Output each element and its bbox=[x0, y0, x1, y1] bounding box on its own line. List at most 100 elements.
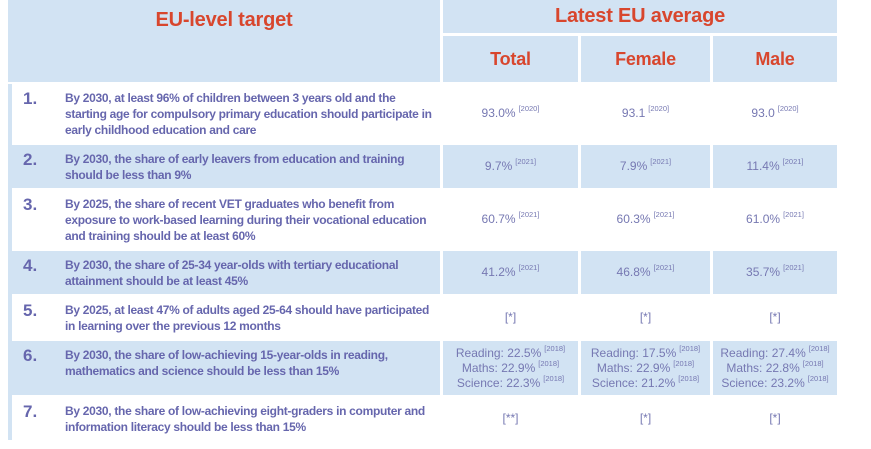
column-divider bbox=[440, 190, 443, 249]
year-superscript: [2021] bbox=[653, 210, 675, 219]
year-superscript: [2020] bbox=[518, 104, 540, 113]
column-divider bbox=[578, 397, 581, 440]
column-divider bbox=[440, 397, 443, 440]
year-superscript: [2021] bbox=[783, 263, 804, 272]
year-superscript: [2020] bbox=[648, 104, 670, 113]
target-description: By 2025, at least 47% of adults aged 25-… bbox=[57, 296, 440, 339]
column-divider bbox=[578, 251, 581, 294]
value-text: 93.0 bbox=[751, 106, 775, 120]
column-divider bbox=[578, 296, 581, 339]
column-divider bbox=[440, 296, 443, 339]
female-value-cell: 7.9% [2021] bbox=[581, 145, 710, 188]
value-text: 35.7% bbox=[746, 265, 781, 279]
total-column-header: Total bbox=[443, 36, 578, 82]
year-superscript: [2018] bbox=[802, 358, 824, 368]
female-value-cell: [*] bbox=[581, 296, 710, 339]
year-superscript: [2018] bbox=[808, 343, 830, 353]
column-divider bbox=[710, 296, 713, 339]
year-superscript: [2018] bbox=[679, 343, 701, 353]
year-superscript: [2021] bbox=[515, 157, 537, 166]
total-value-cell: Reading: 22.5% [2018] Maths: 22.9% [2018] Sc… bbox=[443, 341, 578, 395]
row-number: 5. bbox=[12, 296, 57, 339]
value-text: Science: 22.3% bbox=[456, 375, 541, 390]
year-superscript: [2018] bbox=[544, 343, 566, 353]
year-superscript: [2021] bbox=[783, 210, 804, 219]
female-column-header: Female bbox=[581, 36, 710, 82]
value-text: 93.1 bbox=[621, 106, 646, 120]
column-divider bbox=[578, 84, 581, 143]
column-divider bbox=[578, 341, 581, 395]
table-row: 4. By 2030, the share of 25-34 year-olds… bbox=[12, 251, 837, 294]
value-text: [*] bbox=[769, 310, 781, 324]
female-value-cell: 60.3% [2021] bbox=[581, 190, 710, 249]
year-superscript: [2018] bbox=[807, 373, 829, 383]
value-text: [**] bbox=[502, 411, 519, 425]
value-line: 61.0% [2021] bbox=[746, 210, 804, 227]
value-line: 46.8% [2021] bbox=[617, 264, 675, 280]
year-superscript: [2018] bbox=[543, 373, 565, 383]
value-text: Science: 23.2% bbox=[721, 375, 805, 390]
value-line: Reading: 27.4% [2018] bbox=[720, 343, 830, 361]
male-value-cell: Reading: 27.4% [2018] Maths: 22.8% [2018] Sc… bbox=[713, 341, 837, 395]
row-number: 4. bbox=[12, 251, 57, 294]
target-description: By 2030, at least 96% of children betwee… bbox=[57, 84, 440, 143]
value-line: [*] bbox=[505, 310, 516, 325]
male-value-cell: [*] bbox=[713, 397, 837, 440]
year-superscript: [2021] bbox=[518, 210, 540, 219]
total-value-cell: [*] bbox=[443, 296, 578, 339]
male-value-cell: 11.4% [2021] bbox=[713, 145, 837, 188]
value-text: 11.4% bbox=[746, 159, 780, 173]
subcolumn-headers: Total Female Male bbox=[443, 36, 837, 82]
value-text: 7.9% bbox=[619, 159, 648, 173]
year-superscript: [2018] bbox=[678, 373, 700, 383]
male-value-cell: [*] bbox=[713, 296, 837, 339]
female-value-cell: Reading: 17.5% [2018] Maths: 22.9% [2018] Sc… bbox=[581, 341, 710, 395]
target-description: By 2030, the share of 25-34 year-olds wi… bbox=[57, 251, 440, 294]
year-superscript: [2018] bbox=[673, 358, 695, 368]
latest-eu-average-label: Latest EU average bbox=[443, 0, 837, 33]
total-value-cell: [**] bbox=[443, 397, 578, 440]
table-row: 6. By 2030, the share of low-achieving 1… bbox=[12, 341, 837, 395]
eu-level-target-header-cell: EU-level target bbox=[8, 0, 440, 82]
year-superscript: [2021] bbox=[518, 263, 540, 272]
value-text: Maths: 22.9% bbox=[461, 360, 536, 375]
value-text: Maths: 22.8% bbox=[726, 360, 800, 375]
value-text: [*] bbox=[504, 310, 517, 324]
value-line: Science: 23.2% [2018] bbox=[721, 373, 829, 391]
year-superscript: [2021] bbox=[782, 157, 804, 166]
value-text: Maths: 22.9% bbox=[596, 360, 671, 375]
column-divider bbox=[710, 145, 713, 188]
value-line: [*] bbox=[769, 310, 780, 325]
value-line: Science: 21.2% [2018] bbox=[592, 373, 700, 391]
value-text: 61.0% bbox=[746, 212, 781, 226]
value-text: Reading: 17.5% bbox=[590, 345, 677, 360]
value-line: Reading: 22.5% [2018] bbox=[456, 343, 566, 361]
table-row: 1. By 2030, at least 96% of children bet… bbox=[12, 84, 837, 143]
value-line: 93.1 [2020] bbox=[621, 104, 670, 121]
value-text: [*] bbox=[639, 310, 652, 324]
male-value-cell: 35.7% [2021] bbox=[713, 251, 837, 294]
year-superscript: [2021] bbox=[650, 157, 672, 166]
eu-targets-table: EU-level target Latest EU average Total … bbox=[8, 0, 837, 442]
value-line: Reading: 17.5% [2018] bbox=[590, 343, 701, 361]
female-value-cell: 93.1 [2020] bbox=[581, 84, 710, 143]
male-value-cell: 61.0% [2021] bbox=[713, 190, 837, 249]
column-divider bbox=[578, 145, 581, 188]
column-divider bbox=[710, 397, 713, 440]
total-value-cell: 93.0% [2020] bbox=[443, 84, 578, 143]
value-line: 35.7% [2021] bbox=[746, 263, 804, 280]
value-line: 41.2% [2021] bbox=[482, 263, 540, 280]
latest-eu-average-header-group: Latest EU average Total Female Male bbox=[443, 0, 837, 82]
column-divider bbox=[578, 190, 581, 249]
column-divider bbox=[710, 190, 713, 249]
year-superscript: [2018] bbox=[538, 358, 560, 368]
value-line: 60.7% [2021] bbox=[481, 210, 540, 227]
year-superscript: [2020] bbox=[777, 104, 799, 113]
total-value-cell: 60.7% [2021] bbox=[443, 190, 578, 249]
value-text: [*] bbox=[639, 411, 652, 425]
value-text: 60.7% bbox=[481, 212, 516, 226]
column-divider bbox=[710, 84, 713, 143]
target-description: By 2030, the share of low-achieving eigh… bbox=[57, 397, 440, 440]
value-text: 93.0% bbox=[481, 106, 516, 120]
total-value-cell: 9.7% [2021] bbox=[443, 145, 578, 188]
